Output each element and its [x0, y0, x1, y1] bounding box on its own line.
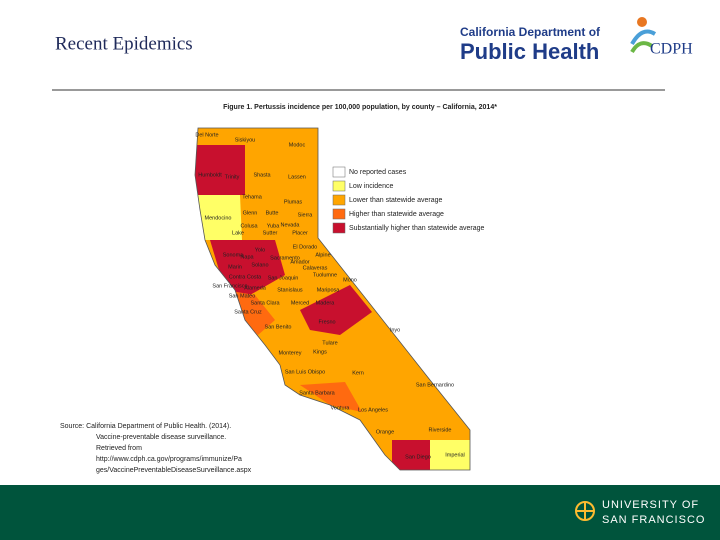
- figure-title: Figure 1. Pertussis incidence per 100,00…: [223, 104, 497, 111]
- usf-icon: [575, 501, 595, 521]
- county-label: Orange: [376, 429, 394, 435]
- county-label: San Benito: [265, 324, 292, 330]
- county-label: Sierra: [298, 212, 314, 218]
- footer-text: UNIVERSITY OF: [602, 499, 699, 511]
- region: [195, 145, 245, 195]
- legend-label: Lower than statewide average: [349, 197, 442, 204]
- county-label: Stanislaus: [277, 287, 303, 293]
- county-label: Lake: [232, 230, 244, 236]
- county-label: Trinity: [225, 174, 240, 180]
- logo-icon: [630, 29, 657, 46]
- county-label: Marin: [228, 264, 242, 270]
- county-label: Mariposa: [317, 287, 341, 293]
- county-label: Placer: [292, 230, 308, 236]
- region: [300, 382, 362, 412]
- county-label: Santa Barbara: [299, 390, 335, 396]
- county-label: Sutter: [263, 230, 278, 236]
- region: [210, 240, 285, 295]
- county-label: Sacramento: [270, 255, 300, 261]
- legend-swatch: [332, 208, 346, 220]
- county-label: Kern: [352, 370, 364, 376]
- county-label: Los Angeles: [358, 407, 388, 413]
- county-label: Calaveras: [303, 265, 328, 271]
- county-label: Tuolumne: [313, 272, 337, 278]
- region: [430, 440, 470, 470]
- county-label: Contra Costa: [229, 274, 262, 280]
- county-label: Ventura: [331, 405, 351, 411]
- county-label: Mendocino: [205, 215, 232, 221]
- slide-title: Recent Epidemics: [55, 33, 193, 54]
- county-label: Monterey: [279, 350, 302, 356]
- county-label: San Bernardino: [416, 382, 454, 388]
- county-label: Modoc: [289, 142, 306, 148]
- region: [300, 285, 372, 335]
- source-text: ges/VaccinePreventableDiseaseSurveillanc…: [96, 467, 252, 474]
- county-label: Santa Cruz: [234, 309, 262, 315]
- source-text: http://www.cdph.ca.gov/programs/immunize…: [96, 456, 242, 463]
- region: [195, 195, 242, 240]
- county-label: Riverside: [429, 427, 452, 433]
- county-label: San Joaquin: [268, 275, 299, 281]
- county-label: Inyo: [390, 327, 400, 333]
- county-label: Nevada: [281, 222, 301, 228]
- county-label: San Francisco: [212, 283, 247, 289]
- county-label: Yuba: [267, 223, 280, 229]
- map-outline: [194, 127, 471, 471]
- legend-swatch: [332, 166, 346, 178]
- county-label: Solano: [251, 262, 268, 268]
- county-label: Madera: [316, 300, 336, 306]
- legend-label: Higher than statewide average: [349, 211, 444, 218]
- county-label: Merced: [291, 300, 309, 306]
- county-label: Del Norte: [195, 132, 218, 138]
- legend: [330, 165, 510, 241]
- legend-swatch: [332, 194, 346, 206]
- county-label: Tulare: [322, 340, 337, 346]
- source-text: Retrieved from: [96, 445, 142, 452]
- county-label: Plumas: [284, 199, 303, 205]
- county-label: Alpine: [315, 252, 330, 258]
- county-label: Mono: [343, 277, 357, 283]
- logo-icon: [637, 17, 647, 27]
- footer-text: SAN FRANCISCO: [602, 514, 705, 526]
- county-label: Shasta: [253, 172, 271, 178]
- source-box: [57, 418, 282, 480]
- county-label: Yolo: [255, 247, 266, 253]
- county-label: Santa Clara: [250, 300, 280, 306]
- county-label: Fresno: [318, 319, 335, 325]
- county-label: Butte: [266, 210, 279, 216]
- county-label: El Dorado: [293, 244, 317, 250]
- county-label: Kings: [313, 349, 327, 355]
- logo-icon: [630, 41, 654, 54]
- county-label: Tehama: [242, 194, 263, 200]
- footer: [0, 485, 720, 540]
- county-label: Napa: [240, 254, 254, 260]
- county-label: Glenn: [243, 210, 258, 216]
- source-text: Vaccine-preventable disease surveillance…: [96, 434, 226, 441]
- county-label: San Diego: [405, 454, 431, 460]
- county-label: Sonoma: [223, 252, 244, 258]
- logo-text: CDPH: [650, 41, 693, 58]
- county-label: Lassen: [288, 174, 306, 180]
- county-label: Siskiyou: [235, 137, 255, 143]
- county-label: Alameda: [244, 285, 267, 291]
- county-label: Humboldt: [198, 172, 222, 178]
- county-label: Colusa: [240, 223, 258, 229]
- legend-label: Low incidence: [349, 183, 393, 190]
- legend-label: Substantially higher than statewide aver…: [349, 225, 485, 232]
- source-text: Source: California Department of Public …: [60, 423, 231, 430]
- logo-text: California Department of: [460, 25, 601, 39]
- region: [392, 440, 430, 470]
- legend-label: No reported cases: [349, 169, 407, 176]
- county-label: San Luis Obispo: [285, 369, 325, 375]
- legend-swatch: [332, 180, 346, 192]
- legend-swatch: [332, 222, 346, 234]
- county-label: Imperial: [445, 452, 465, 458]
- county-label: Amador: [290, 259, 309, 265]
- logo-text: Public Health: [460, 39, 599, 64]
- county-label: San Mateo: [229, 293, 256, 299]
